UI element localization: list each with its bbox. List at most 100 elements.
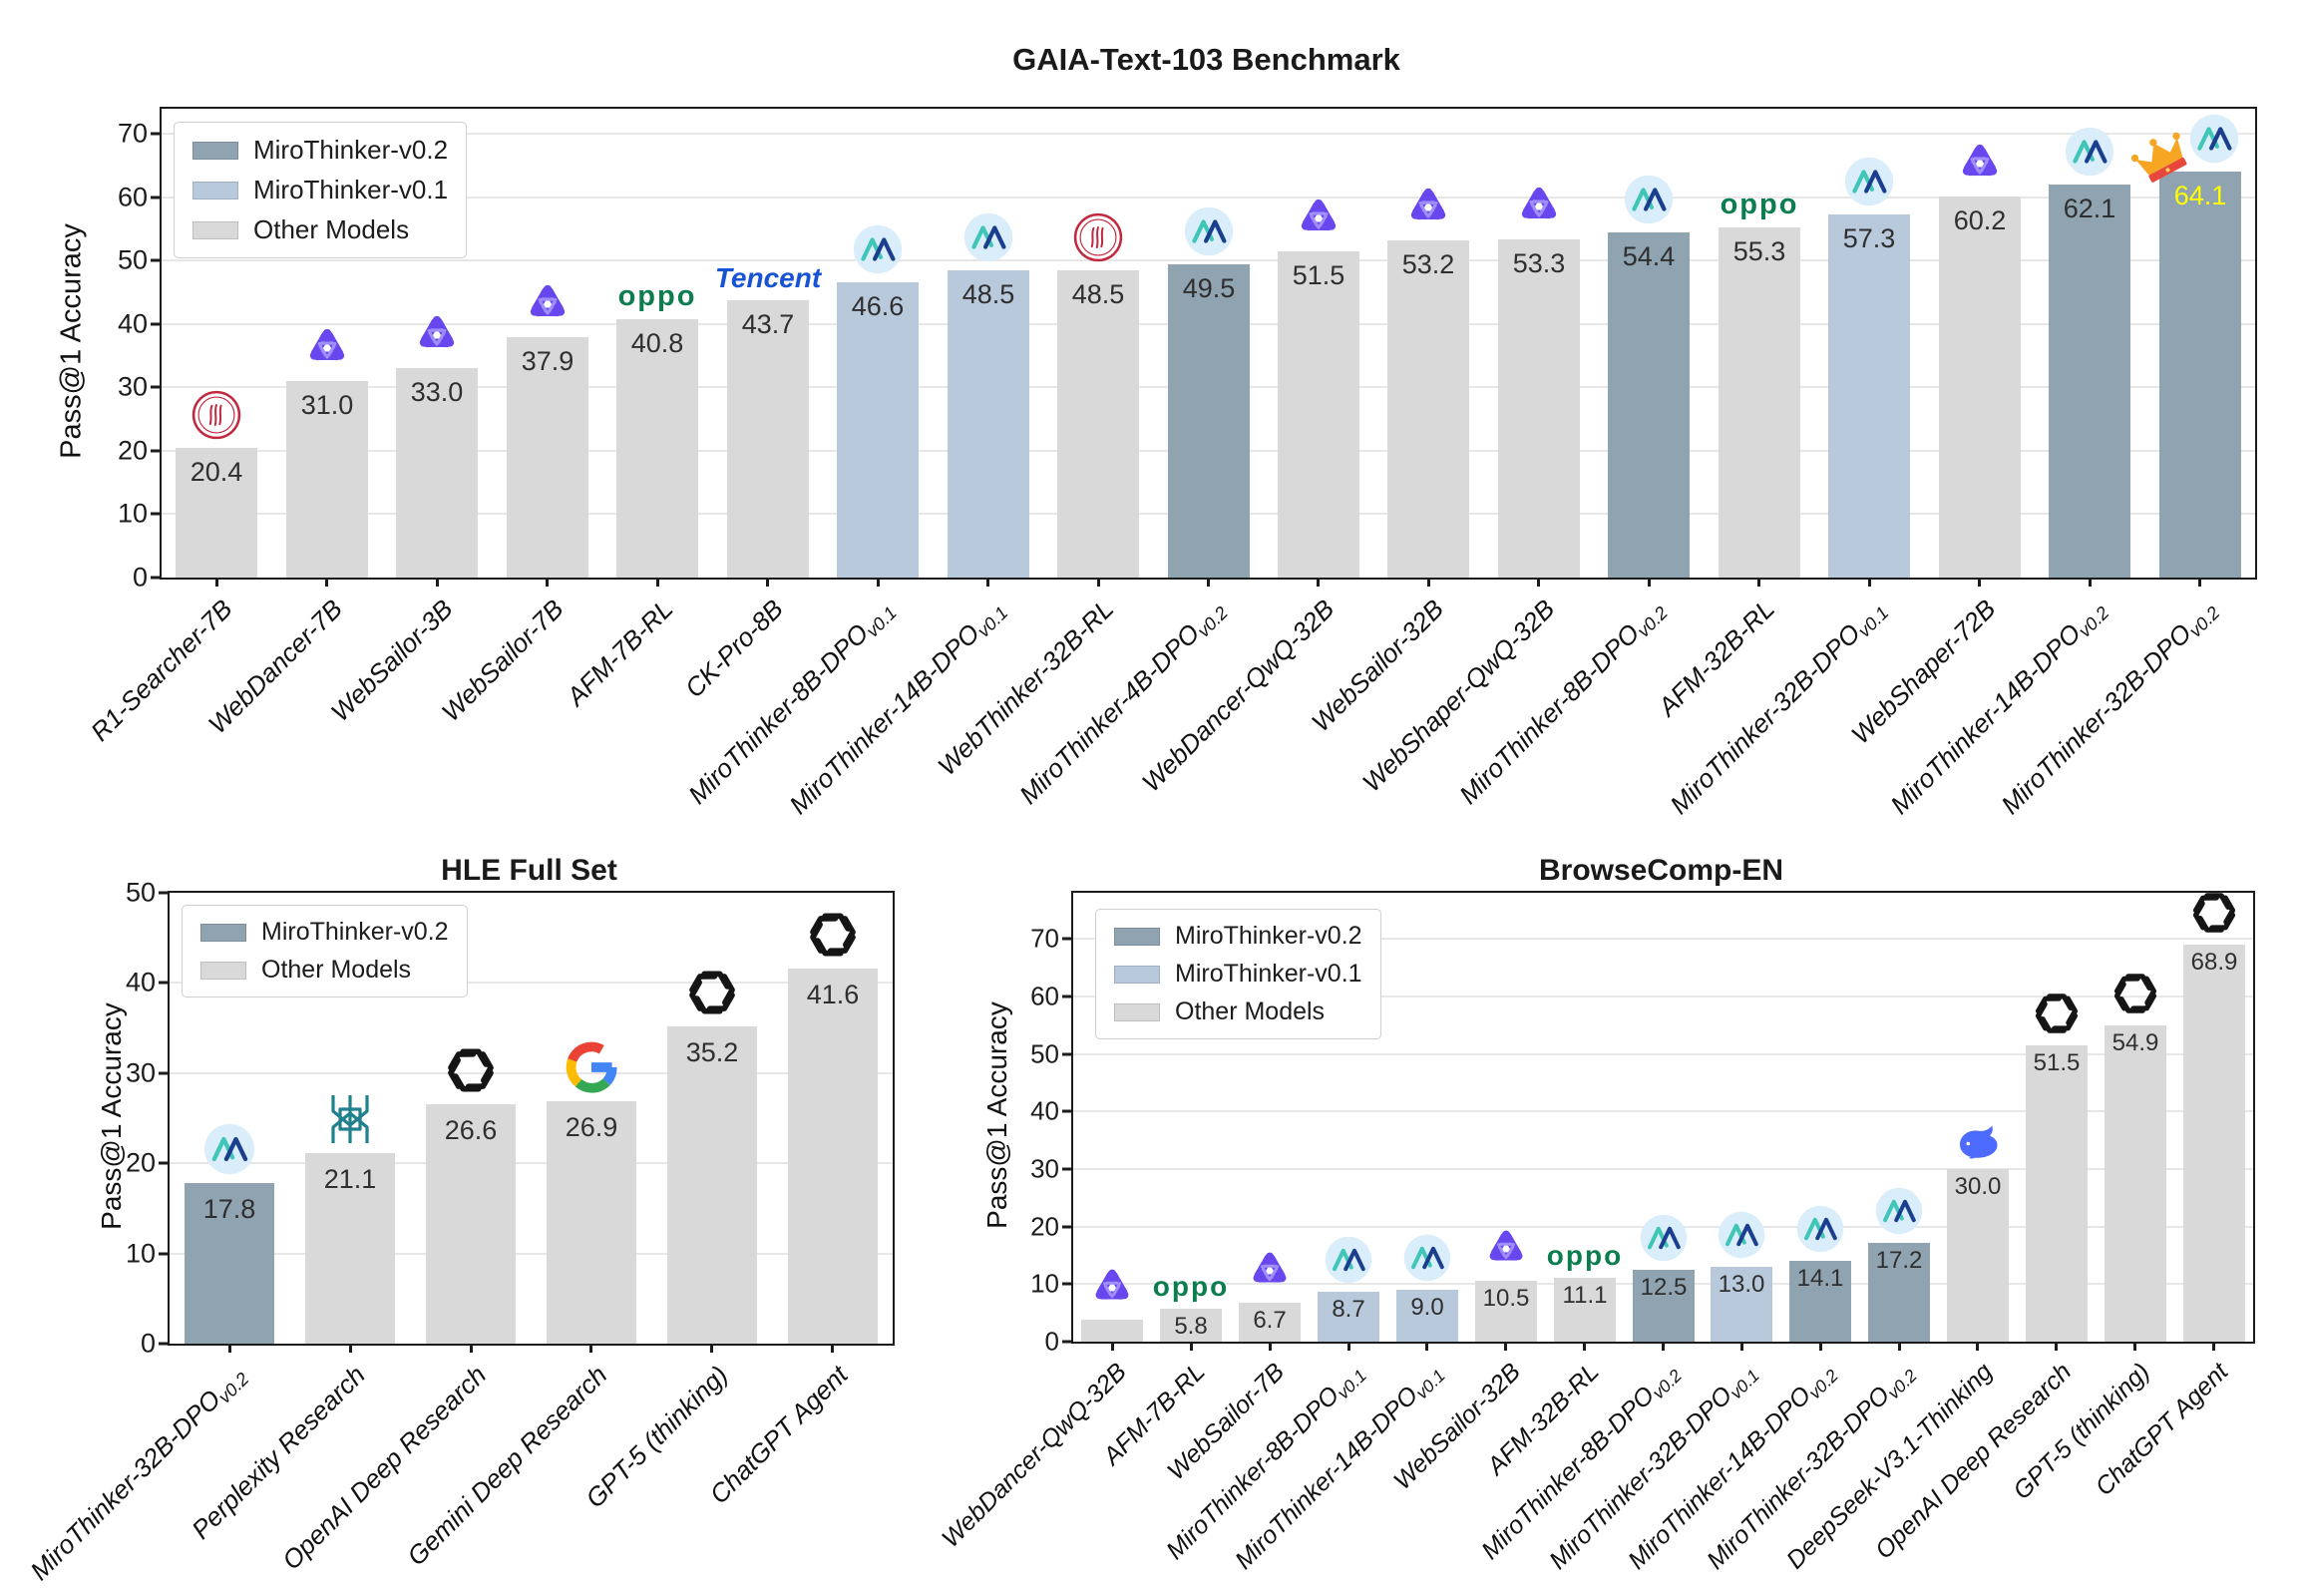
- bar-value: 37.9: [521, 346, 575, 376]
- crown-icon: [2130, 132, 2187, 183]
- gridline: [162, 259, 2255, 262]
- y-tick-mark: [1062, 1282, 1071, 1286]
- bar-websailor-7b: 37.9: [507, 337, 588, 578]
- y-tick-label: 40: [125, 967, 156, 998]
- y-tick-label: 10: [1030, 1268, 1059, 1299]
- bar-webshaper-qwq-32b: 53.3: [1498, 239, 1580, 578]
- y-tick-label: 60: [117, 182, 148, 212]
- mirothinker-icon: [2065, 127, 2114, 177]
- gridline: [162, 196, 2255, 199]
- tongyi-icon-wrap: [302, 323, 352, 373]
- miro-icon-wrap: [1844, 157, 1894, 206]
- hle-y-axis-label: Pass@1 Accuracy: [96, 1002, 127, 1230]
- miro-icon-wrap: [1403, 1234, 1451, 1282]
- crown-wrap: [2126, 126, 2200, 198]
- bar-mirothinker-8b-dpo-v0.1: 46.6: [837, 282, 919, 578]
- legend: MiroThinker-v0.2 MiroThinker-v0.1 Other Mo…: [1095, 909, 1381, 1039]
- oppo-logo-icon: oppo: [1546, 1240, 1624, 1271]
- miro-icon-wrap: [1796, 1205, 1844, 1253]
- x-tick-label: MiroThinker-32B-DPOv0.2: [1995, 594, 2223, 821]
- x-tick-mark: [1111, 1342, 1114, 1351]
- y-tick-mark: [1062, 995, 1071, 998]
- openai-icon: [2113, 974, 2157, 1013]
- legend-swatch: [192, 141, 238, 160]
- miro-icon-wrap: [1718, 1211, 1765, 1259]
- oppo-logo-icon: oppo: [617, 280, 697, 312]
- google-icon-wrap: [566, 1041, 617, 1093]
- x-tick-label: WebDancer-QwQ-32B: [1136, 594, 1341, 798]
- bar-mirothinker-8b-dpo-v0.2: 54.4: [1608, 232, 1690, 578]
- miro-icon-wrap: [1875, 1187, 1923, 1235]
- y-tick-mark: [151, 196, 160, 200]
- bar-chatgpt agent: 68.9: [2183, 945, 2245, 1342]
- bar-mirothinker-8b-dpo-v0.2: 12.5: [1633, 1270, 1695, 1342]
- bar-value: 17.2: [1875, 1247, 1923, 1274]
- bar-value: 14.1: [1796, 1265, 1844, 1292]
- tongyi-webagent-icon: [1253, 1252, 1287, 1283]
- x-tick-mark: [1868, 578, 1871, 587]
- y-tick-label: 30: [117, 371, 148, 402]
- bar-mirothinker-32b-dpo-v0.2: 17.2: [1868, 1243, 1930, 1342]
- bar-webdancer-7b: 31.0: [286, 381, 368, 578]
- tongyi-icon-wrap: [523, 279, 573, 329]
- x-tick-mark: [436, 578, 439, 587]
- y-tick-label: 0: [132, 562, 148, 593]
- x-tick-label: MiroThinker-14B-DPOv0.2: [1884, 594, 2112, 821]
- y-tick-label: 40: [117, 308, 148, 339]
- x-tick-mark: [325, 578, 328, 587]
- x-tick-mark: [1757, 578, 1760, 587]
- x-tick-label: MiroThinker-32B-DPOv0.1: [1664, 594, 1892, 821]
- x-tick-label-text: MiroThinker-8B-DPO: [1453, 617, 1646, 810]
- y-tick-label: 10: [117, 498, 148, 529]
- x-tick-label-text: MiroThinker-4B-DPO: [1013, 617, 1206, 810]
- x-tick-mark: [2212, 1342, 2215, 1351]
- legend: MiroThinker-v0.2 Other Models: [182, 905, 468, 998]
- bar-websailor-32b: 53.2: [1387, 240, 1469, 578]
- y-tick-mark: [151, 322, 160, 326]
- x-tick-label: MiroThinker-14B-DPOv0.1: [783, 594, 1011, 821]
- gaia-plot-area: 0 10 20 30 40 50 60 70 20.4 R1-Searcher-7B 31.0 W…: [84, 107, 2257, 820]
- bar-mirothinker-14b-dpo-v0.2: 14.1: [1789, 1261, 1851, 1342]
- y-tick-label: 70: [117, 118, 148, 149]
- mirothinker-icon: [1844, 157, 1894, 206]
- openai-icon: [448, 1048, 494, 1092]
- bar-value: 49.5: [1182, 273, 1236, 303]
- legend-swatch: [1114, 927, 1160, 946]
- bar-gemini deep research: 26.9: [547, 1101, 636, 1344]
- bar-afm-7b-rl: 40.8: [616, 319, 698, 578]
- x-tick-mark: [1190, 1342, 1193, 1351]
- x-tick-label-text: Gemini Deep Research: [400, 1360, 613, 1572]
- bar-perplexity research: 21.1: [305, 1153, 395, 1344]
- bar-r1-searcher-7b: 20.4: [176, 448, 257, 578]
- y-tick-mark: [151, 132, 160, 136]
- bar-value: 5.8: [1174, 1313, 1208, 1340]
- gridline: [1073, 1110, 2253, 1113]
- legend-item-other: Other Models: [192, 214, 448, 245]
- bar-value: 33.0: [410, 377, 464, 407]
- bar-ck-pro-8b: 43.7: [727, 300, 809, 578]
- y-tick-mark: [151, 449, 160, 453]
- miro-icon-wrap: [2065, 127, 2114, 177]
- x-tick-mark: [986, 578, 989, 587]
- x-tick-mark: [877, 578, 880, 587]
- y-tick-mark: [1062, 1052, 1071, 1056]
- x-tick-mark: [546, 578, 549, 587]
- bar-value: 48.5: [961, 279, 1015, 309]
- mirothinker-icon: [203, 1123, 255, 1175]
- bar-chatgpt agent: 41.6: [788, 969, 878, 1344]
- bar-value: 46.6: [851, 291, 905, 321]
- browsecomp-chart-title: BrowseComp-EN: [1538, 854, 1784, 887]
- legend-item-v0.2: MiroThinker-v0.2: [200, 918, 449, 947]
- x-tick-mark: [1317, 578, 1320, 587]
- legend-label: MiroThinker-v0.1: [1175, 960, 1362, 988]
- legend-swatch: [1114, 1002, 1160, 1021]
- bar-value: 35.2: [685, 1037, 739, 1067]
- legend-swatch: [200, 923, 246, 942]
- bar-webdancer-qwq-32b: [1081, 1320, 1143, 1342]
- legend-label: MiroThinker-v0.1: [253, 175, 449, 204]
- oppo-icon-wrap: oppo: [1721, 191, 1797, 219]
- bar-openai deep research: 26.6: [426, 1104, 516, 1344]
- bar-value: 40.8: [630, 328, 684, 358]
- x-tick-mark: [1207, 578, 1210, 587]
